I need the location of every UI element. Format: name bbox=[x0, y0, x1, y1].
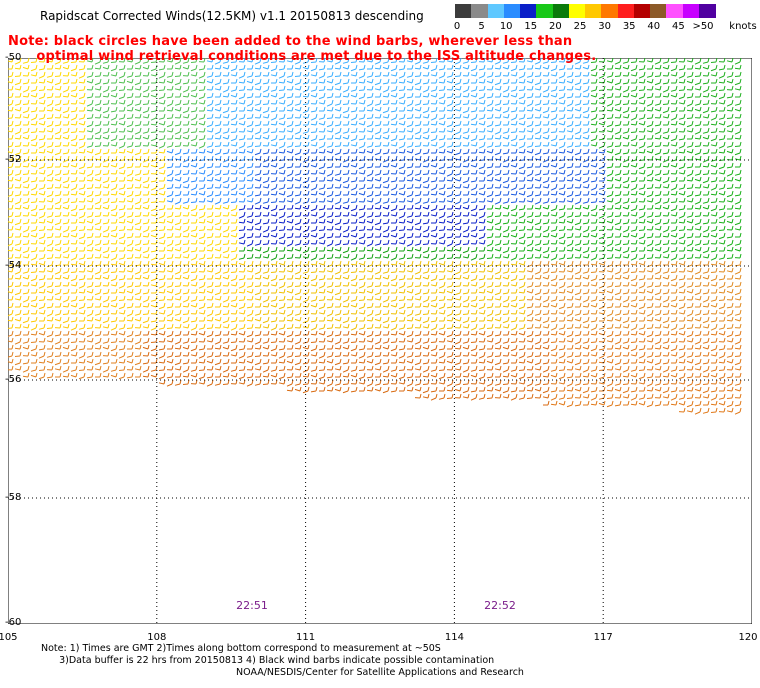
colorbar-tick-label: 40 bbox=[647, 21, 661, 32]
latitude-label: -60 bbox=[5, 617, 22, 628]
colorbar-swatch bbox=[471, 4, 488, 18]
colorbar-swatch bbox=[585, 4, 602, 18]
wind-barb-group bbox=[166, 148, 254, 205]
colorbar-swatch bbox=[552, 4, 570, 18]
wind-barb-group bbox=[254, 148, 606, 205]
note-line-2: optimal wind retrieval conditions are me… bbox=[8, 49, 597, 64]
longitude-label: 105 bbox=[0, 632, 18, 643]
footnote-line-1: Note: 1) Times are GMT 2)Times along bot… bbox=[41, 643, 441, 654]
colorbar-tick-label: 0 bbox=[453, 21, 461, 32]
wind-barb-group bbox=[254, 260, 526, 331]
colorbar-swatch bbox=[650, 4, 667, 18]
latitude-label: -56 bbox=[5, 374, 22, 385]
wind-barb-group bbox=[526, 260, 742, 331]
latitude-label: -58 bbox=[5, 492, 22, 503]
wind-barb-group bbox=[206, 58, 590, 149]
wind-barb-group bbox=[8, 260, 254, 331]
wind-barb-group bbox=[142, 330, 550, 406]
wind-barb-group bbox=[550, 330, 742, 415]
credit-line: NOAA/NESDIS/Center for Satellite Applica… bbox=[236, 667, 524, 678]
colorbar-swatch bbox=[568, 4, 586, 18]
colorbar-tick-label: 30 bbox=[598, 21, 611, 32]
colorbar-swatch bbox=[682, 4, 700, 18]
latitude-label: -52 bbox=[5, 154, 22, 165]
wind-barb-group bbox=[8, 58, 238, 261]
colorbar-unit: knots bbox=[729, 21, 757, 32]
longitude-label: 117 bbox=[593, 632, 613, 643]
contamination-note: Note: black circles have been added to t… bbox=[8, 34, 596, 64]
wind-barb-map bbox=[8, 58, 752, 624]
colorbar-tick-label: >50 bbox=[692, 21, 714, 32]
latitude-label: -50 bbox=[5, 52, 22, 63]
colorbar-tick-label: 25 bbox=[573, 21, 587, 32]
longitude-label: 108 bbox=[147, 632, 167, 643]
colorbar-swatch bbox=[520, 4, 537, 18]
colorbar-tick-label: 5 bbox=[478, 21, 485, 32]
colorbar-swatch bbox=[601, 4, 618, 18]
wind-barbs-layer bbox=[8, 58, 742, 415]
wind-barb-group bbox=[86, 58, 206, 149]
colorbar-tick-label: 15 bbox=[524, 21, 538, 32]
colorbar-swatch bbox=[503, 4, 521, 18]
colorbar-swatch bbox=[666, 4, 683, 18]
wind-barb-group bbox=[238, 204, 486, 247]
colorbar-tick-label: 35 bbox=[622, 21, 636, 32]
colorbar-swatch bbox=[455, 4, 472, 18]
wind-barb-group bbox=[486, 148, 742, 261]
colorbar-tick-label: 20 bbox=[549, 21, 562, 32]
longitude-label: 114 bbox=[444, 632, 464, 643]
colorbar-swatch bbox=[536, 4, 553, 18]
longitude-label: 111 bbox=[296, 632, 316, 643]
note-line-1: Note: black circles have been added to t… bbox=[8, 34, 573, 49]
wind-barb-group bbox=[238, 246, 486, 261]
map-title: Rapidscat Corrected Winds(12.5KM) v1.1 2… bbox=[40, 9, 424, 23]
colorbar-tick-label: 45 bbox=[672, 21, 685, 32]
colorbar-swatch bbox=[698, 4, 716, 18]
footnote-line-2: 3)Data buffer is 22 hrs from 20150813 4)… bbox=[41, 655, 495, 666]
footnote: Note: 1) Times are GMT 2)Times along bot… bbox=[41, 643, 494, 667]
time-label: 22:51 bbox=[236, 599, 268, 612]
wind-barb-group bbox=[8, 330, 142, 380]
graticule bbox=[8, 58, 752, 624]
latitude-label: -54 bbox=[5, 260, 22, 271]
colorbar-swatch bbox=[633, 4, 651, 18]
colorbar-swatch bbox=[617, 4, 635, 18]
colorbar-tick-label: 10 bbox=[499, 21, 513, 32]
colorbar-swatch bbox=[487, 4, 505, 18]
wind-barb-group bbox=[590, 58, 742, 149]
longitude-label: 120 bbox=[738, 632, 758, 643]
time-label: 22:52 bbox=[484, 599, 516, 612]
